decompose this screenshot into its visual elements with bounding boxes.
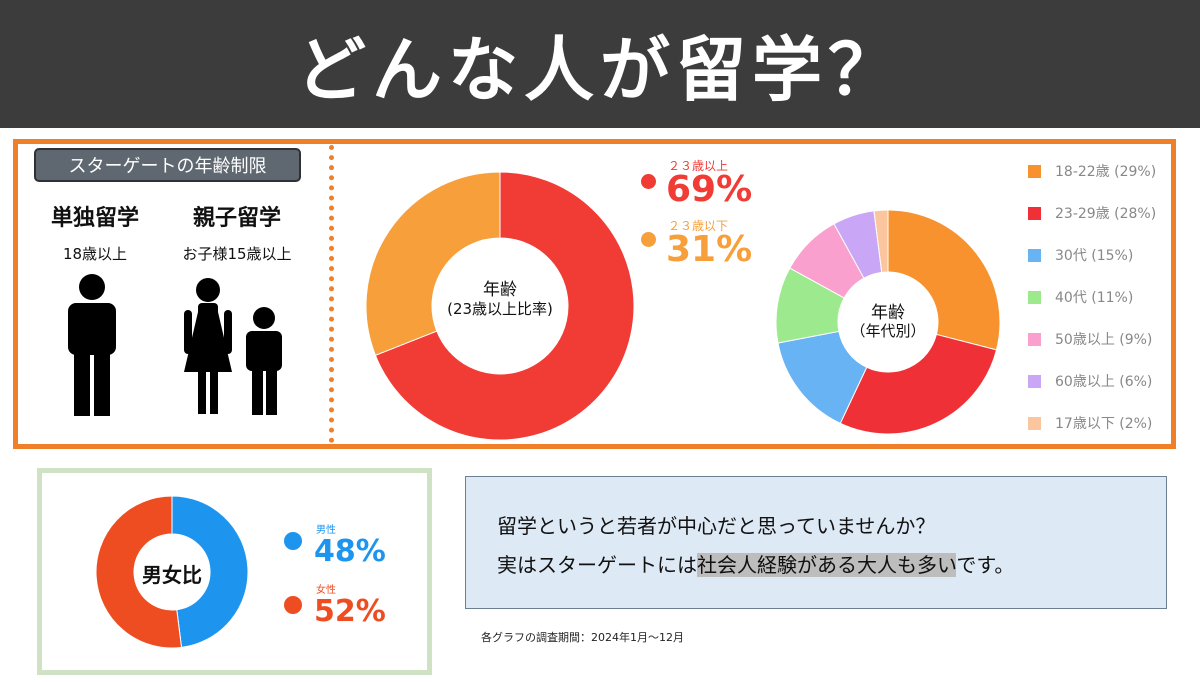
legend-label: 30代 (15%) <box>1055 248 1134 264</box>
solo-study-condition: 18歳以上 <box>62 245 128 263</box>
over23-legend-dot <box>641 174 656 189</box>
over23-percent: 69% <box>666 169 753 210</box>
adult-person-icon <box>68 274 116 416</box>
legend-label: 17歳以下 (2%) <box>1055 416 1153 432</box>
female-percent: 52% <box>314 594 386 629</box>
legend-label: 50歳以上 (9%) <box>1055 332 1153 348</box>
legend-swatch <box>1028 248 1041 262</box>
family-study-title: 親子留学 <box>192 206 281 231</box>
age-ratio-donut-chart <box>365 171 635 441</box>
gender-center-label: 男女比 <box>142 563 202 587</box>
legend-swatch <box>1028 206 1041 220</box>
legend-label: 40代 (11%) <box>1055 290 1134 306</box>
legend-swatch <box>1028 374 1041 388</box>
under23-legend-dot <box>641 232 656 247</box>
legend-swatch <box>1028 164 1041 178</box>
legend-label: 18-22歳 (29%) <box>1055 164 1157 180</box>
woman-person-icon <box>184 278 232 414</box>
dotted-divider <box>329 145 334 443</box>
solo-study-title: 単独留学 <box>50 206 139 231</box>
age-group-legend-item: 40代 (11%) <box>1028 287 1133 307</box>
age-group-legend-item: 18-22歳 (29%) <box>1028 161 1156 181</box>
message-highlight: 社会人経験がある大人も多い <box>697 553 957 577</box>
age-group-legend-item: 23-29歳 (28%) <box>1028 203 1156 223</box>
legend-swatch <box>1028 290 1041 304</box>
message-line-2-end: です。 <box>956 553 1015 577</box>
gender-donut-chart <box>95 495 249 649</box>
legend-label: 60歳以上 (6%) <box>1055 374 1153 390</box>
header-bar: どんな人が留学？ <box>0 0 1200 128</box>
over23-label: ２３歳以上 <box>668 159 729 173</box>
survey-period-note: 各グラフの調査期間：2024年1月～12月 <box>481 631 684 644</box>
age-group-legend-item: 17歳以下 (2%) <box>1028 413 1152 433</box>
age-group-slice-1 <box>839 333 998 435</box>
age-group-slice-0 <box>887 209 1001 351</box>
message-line-2-start: 実はスターゲートには <box>497 553 697 577</box>
message-line-1: 留学というと若者が中心だと思っていませんか？ <box>497 514 936 538</box>
gender-slice-0 <box>171 495 249 648</box>
male-label: 男性 <box>316 525 336 536</box>
male-legend-dot <box>284 532 302 550</box>
legend-swatch <box>1028 332 1041 346</box>
gender-slice-1 <box>95 495 183 649</box>
age-group-donut-chart <box>775 209 1001 435</box>
age-group-legend-item: 60歳以上 (6%) <box>1028 371 1152 391</box>
message-box <box>465 476 1167 609</box>
age-limit-badge: スターゲートの年齢制限 <box>34 148 301 182</box>
female-label: 女性 <box>316 585 336 596</box>
age-ratio-slice-0 <box>374 171 635 441</box>
legend-label: 23-29歳 (28%) <box>1055 206 1157 222</box>
age-group-slice-6 <box>873 209 889 273</box>
under23-label: ２３歳以下 <box>668 219 729 233</box>
age-ratio-center-sublabel: (23歳以上比率) <box>447 300 553 318</box>
age-group-legend-item: 50歳以上 (9%) <box>1028 329 1152 349</box>
age-group-center-sublabel: （年代別） <box>850 322 926 340</box>
age-group-center-label: 年齢 <box>871 303 905 323</box>
child-person-icon <box>246 307 282 415</box>
female-legend-dot <box>284 596 302 614</box>
age-ratio-center-label: 年齢 <box>483 280 517 300</box>
male-percent: 48% <box>314 534 386 569</box>
age-group-legend-item: 30代 (15%) <box>1028 245 1133 265</box>
family-study-condition: お子様15歳以上 <box>182 245 292 263</box>
age-ratio-slice-1 <box>365 171 501 356</box>
message-line-2: 実はスターゲートには社会人経験がある大人も多いです。 <box>497 549 1014 578</box>
under23-percent: 31% <box>666 229 753 270</box>
legend-swatch <box>1028 416 1041 430</box>
page-title: どんな人が留学？ <box>296 28 904 111</box>
